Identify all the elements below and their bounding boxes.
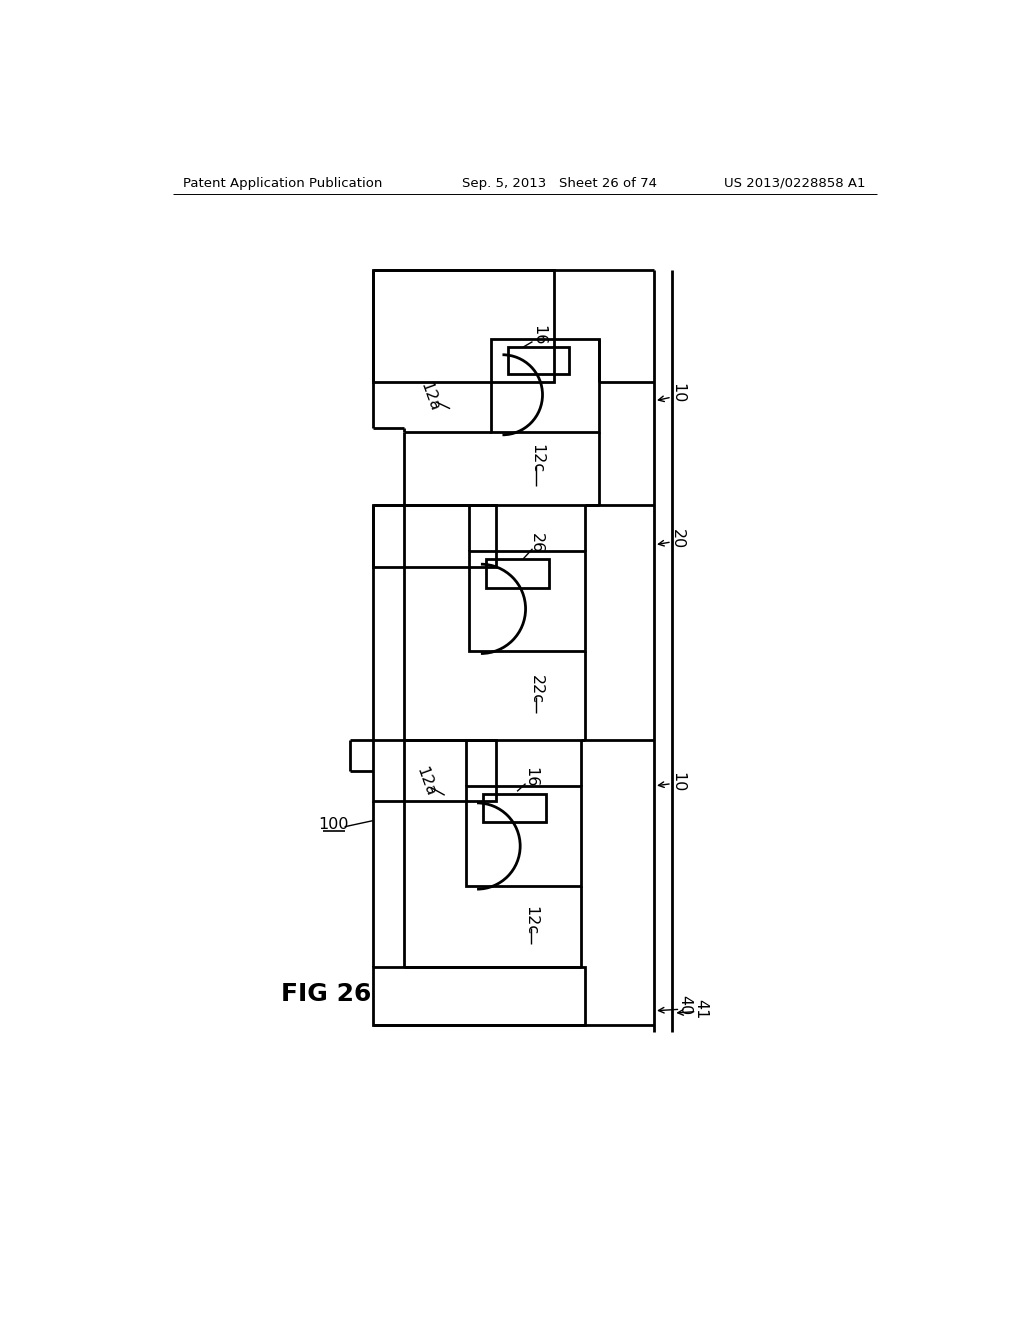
Text: 100: 100 <box>317 817 348 832</box>
Text: 40: 40 <box>678 995 692 1015</box>
Bar <box>373 739 497 801</box>
Bar <box>373 966 585 1024</box>
Text: 41: 41 <box>693 999 708 1019</box>
Text: Patent Application Publication: Patent Application Publication <box>183 177 382 190</box>
Text: 20: 20 <box>670 529 685 549</box>
Bar <box>508 347 569 374</box>
Text: 10: 10 <box>670 383 685 404</box>
Bar <box>466 785 581 886</box>
Text: 22c: 22c <box>528 676 544 704</box>
Bar <box>469 552 585 651</box>
Text: FIG 26: FIG 26 <box>281 982 371 1006</box>
Text: US 2013/0228858 A1: US 2013/0228858 A1 <box>724 177 866 190</box>
Bar <box>373 504 497 566</box>
Text: 12c: 12c <box>528 444 544 474</box>
Bar <box>373 271 554 381</box>
Text: 12a: 12a <box>417 380 441 414</box>
Text: 16: 16 <box>523 767 539 788</box>
Bar <box>483 793 547 822</box>
Text: 12c: 12c <box>523 906 539 936</box>
Text: Sep. 5, 2013   Sheet 26 of 74: Sep. 5, 2013 Sheet 26 of 74 <box>462 177 656 190</box>
Bar <box>490 339 599 432</box>
Text: 16: 16 <box>531 325 546 346</box>
Text: 26: 26 <box>528 533 544 553</box>
Text: 12a: 12a <box>414 766 437 799</box>
Text: 10: 10 <box>670 772 685 792</box>
Bar <box>486 558 550 589</box>
